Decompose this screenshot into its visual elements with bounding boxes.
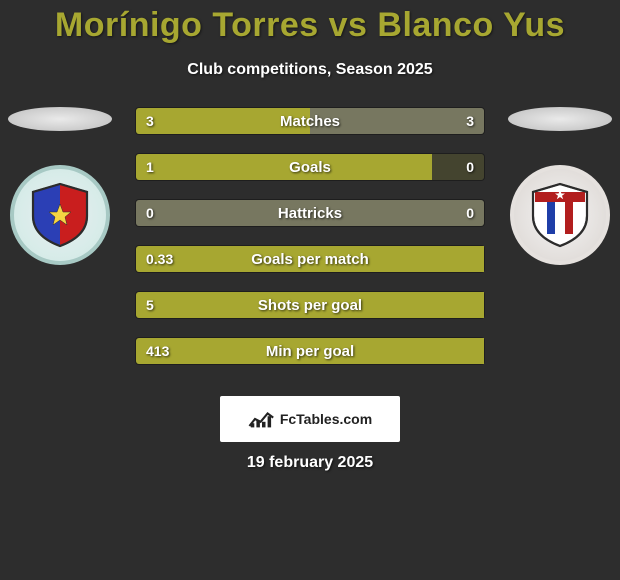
bar-label: Matches	[280, 113, 340, 130]
bar-label: Goals	[289, 159, 331, 176]
stat-bar: Shots per goal 5	[135, 291, 485, 319]
stat-bar: Goals per match 0.33	[135, 245, 485, 273]
shield-icon	[25, 180, 95, 250]
bar-label: Hattricks	[278, 205, 342, 222]
bar-value-left: 0.33	[146, 251, 173, 267]
bar-label: Shots per goal	[258, 297, 362, 314]
bar-fill-left	[136, 154, 432, 180]
bar-value-right: 0	[466, 159, 474, 175]
player-left-column	[0, 107, 120, 265]
subtitle: Club competitions, Season 2025	[0, 61, 620, 79]
bar-label: Goals per match	[251, 251, 369, 268]
bar-value-left: 413	[146, 343, 169, 359]
bar-label: Min per goal	[266, 343, 354, 360]
chart-icon	[248, 409, 276, 429]
date-text: 19 february 2025	[247, 454, 373, 472]
club-badge-right	[510, 165, 610, 265]
shield-icon	[525, 180, 595, 250]
attribution-badge: FcTables.com	[220, 396, 400, 442]
page-title: Morínigo Torres vs Blanco Yus	[0, 0, 620, 45]
bar-value-left: 1	[146, 159, 154, 175]
bar-value-right: 3	[466, 113, 474, 129]
stat-bars: Matches 3 3 Goals 1 0 Hattricks 0 0 Goals per mat…	[135, 107, 485, 365]
player-right-photo-placeholder	[508, 107, 612, 131]
stat-bar: Hattricks 0 0	[135, 199, 485, 227]
stat-bar: Goals 1 0	[135, 153, 485, 181]
bar-fill-right	[432, 154, 484, 180]
bar-value-left: 0	[146, 205, 154, 221]
stat-bar: Min per goal 413	[135, 337, 485, 365]
stat-bar: Matches 3 3	[135, 107, 485, 135]
bar-value-right: 0	[466, 205, 474, 221]
bar-value-left: 3	[146, 113, 154, 129]
player-right-column	[500, 107, 620, 265]
attribution-text: FcTables.com	[280, 411, 372, 427]
player-left-photo-placeholder	[8, 107, 112, 131]
bar-value-left: 5	[146, 297, 154, 313]
club-badge-left	[10, 165, 110, 265]
